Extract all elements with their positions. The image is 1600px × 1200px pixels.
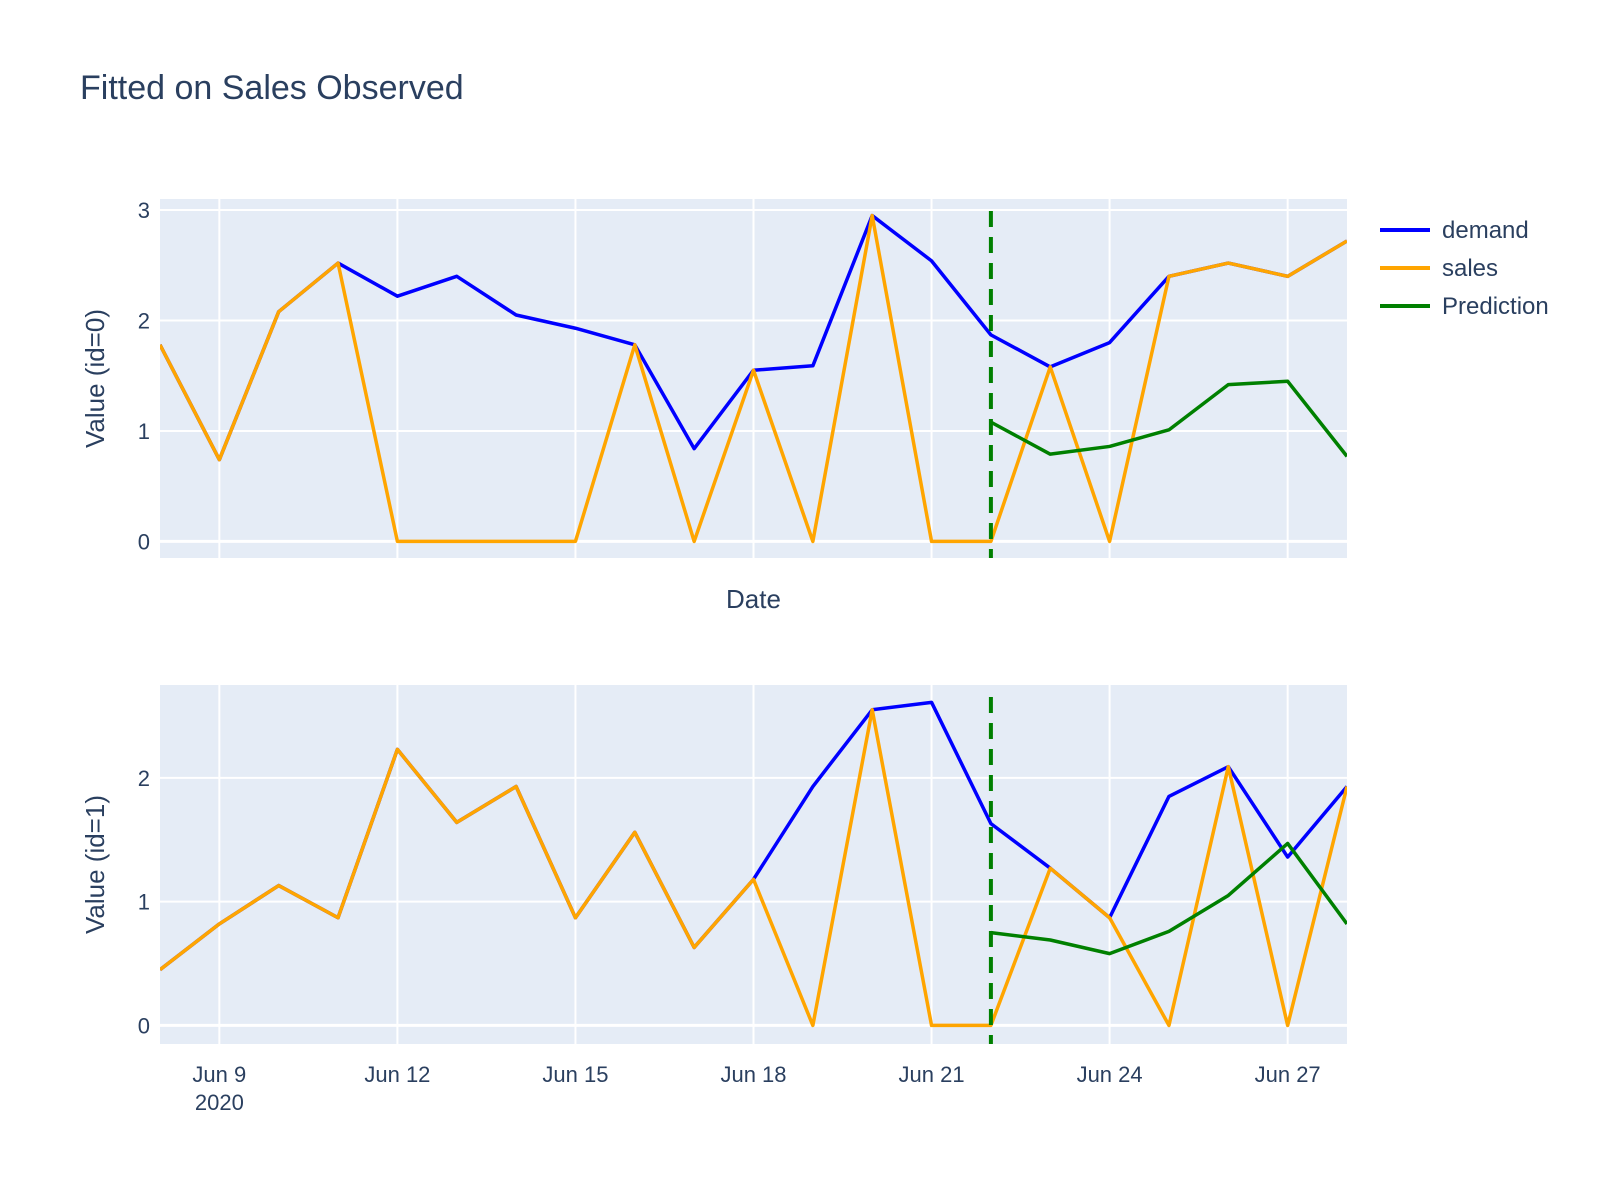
- y-tick-label: 3: [138, 198, 150, 223]
- legend-item-prediction[interactable]: Prediction: [1380, 293, 1549, 320]
- y-tick-label: 1: [138, 419, 150, 444]
- y-axis-label: Value (id=1): [80, 795, 110, 934]
- x-tick-sublabel: 2020: [195, 1090, 244, 1115]
- y-tick-label: 0: [138, 529, 150, 554]
- series-line-prediction: [990, 841, 1347, 956]
- legend-label: demand: [1442, 217, 1529, 244]
- x-tick-label: Jun 27: [1255, 1062, 1321, 1087]
- y-axis-label: Value (id=0): [80, 309, 110, 448]
- x-tick-label: Jun 24: [1077, 1062, 1143, 1087]
- panel-1: Jun 9 2020 Jun 12 Jun 15 Jun 18 Jun 21 Jun 24 J…: [80, 685, 1347, 1115]
- legend-item-sales[interactable]: sales: [1380, 255, 1498, 282]
- x-tick-label: Jun 9: [192, 1062, 246, 1087]
- y-tick-label: 1: [138, 890, 150, 915]
- series-group: [160, 700, 1347, 1028]
- legend-label: Prediction: [1442, 293, 1549, 320]
- legend-label: sales: [1442, 255, 1498, 282]
- series-line-sales: [160, 213, 1347, 544]
- series-line-prediction: [990, 379, 1347, 458]
- series-line-sales: [160, 708, 1347, 1028]
- x-tick-label: Jun 12: [364, 1062, 430, 1087]
- x-tick-label: Jun 21: [899, 1062, 965, 1087]
- y-tick-label: 2: [138, 309, 150, 334]
- legend-item-demand[interactable]: demand: [1380, 217, 1529, 244]
- x-tick-label: Jun 15: [542, 1062, 608, 1087]
- x-axis-label: Date: [726, 584, 781, 614]
- x-tick-label: Jun 18: [720, 1062, 786, 1087]
- legend[interactable]: demand sales Prediction: [1380, 217, 1549, 320]
- panel-0: 0 1 2 3 Value (id=0) Date: [80, 198, 1347, 614]
- chart-title: Fitted on Sales Observed: [80, 69, 464, 107]
- y-tick-label: 0: [138, 1013, 150, 1038]
- chart-panels: 0 1 2 3 Value (id=0) Date Jun 9 2020 Jun 12 Jun 1…: [80, 198, 1347, 1115]
- y-tick-label: 2: [138, 766, 150, 791]
- series-group: [160, 213, 1347, 544]
